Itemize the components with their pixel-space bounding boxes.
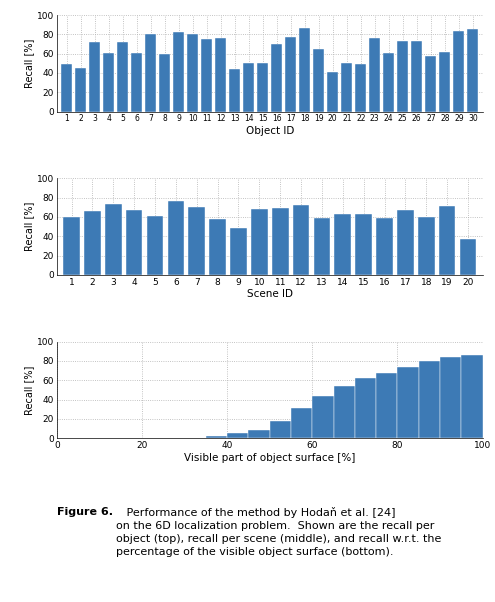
Bar [327,72,339,111]
Bar [439,52,450,111]
Bar [105,205,122,275]
Text: Figure 6.: Figure 6. [57,507,113,517]
Bar [341,63,352,111]
Bar [167,200,184,275]
Bar [376,373,397,438]
Bar [243,63,254,111]
Bar [248,430,270,438]
Bar [117,42,128,111]
Bar [189,207,205,275]
Bar [419,361,440,438]
Y-axis label: Recall [%]: Recall [%] [24,365,34,415]
Bar [397,367,419,438]
Bar [440,357,461,438]
Bar [206,436,227,438]
Bar [126,210,143,275]
Bar [313,49,324,111]
Bar [369,38,380,111]
Bar [103,52,114,111]
Bar [131,52,143,111]
Bar [334,386,355,438]
Bar [314,218,330,275]
Bar [215,38,226,111]
Bar [355,378,376,438]
Bar [173,33,184,111]
Bar [257,63,268,111]
Bar [461,355,483,438]
Bar [383,52,395,111]
Bar [61,64,72,111]
Bar [227,433,248,438]
Bar [159,54,170,111]
Bar [251,209,268,275]
Bar [397,210,414,275]
Bar [291,408,312,438]
Bar [411,41,422,111]
Bar [272,208,289,275]
Bar [84,211,101,275]
Bar [355,214,372,275]
Bar [453,31,464,111]
Bar [271,44,282,111]
Bar [201,39,212,111]
Bar [285,37,297,111]
Bar [425,55,437,111]
Bar [230,228,247,275]
X-axis label: Visible part of object surface [%]: Visible part of object surface [%] [184,453,355,463]
Bar [355,64,366,111]
Bar [75,68,86,111]
Bar [187,34,198,111]
Bar [312,396,334,438]
Bar [270,421,291,438]
Bar [467,28,479,111]
X-axis label: Scene ID: Scene ID [247,290,293,299]
Bar [439,206,455,275]
Bar [299,28,310,111]
Bar [460,239,476,275]
Bar [63,217,80,275]
Bar [376,218,393,275]
Y-axis label: Recall [%]: Recall [%] [24,202,34,251]
Bar [397,41,408,111]
Bar [209,219,226,275]
Y-axis label: Recall [%]: Recall [%] [24,39,34,88]
Bar [229,69,241,111]
Text: Performance of the method by Hodaň et al. [24]
on the 6D localization problem.  : Performance of the method by Hodaň et al… [116,507,441,557]
Bar [89,42,100,111]
Bar [147,216,163,275]
Bar [418,217,435,275]
X-axis label: Object ID: Object ID [246,126,294,136]
Bar [145,34,156,111]
Bar [293,205,309,275]
Bar [335,214,351,275]
